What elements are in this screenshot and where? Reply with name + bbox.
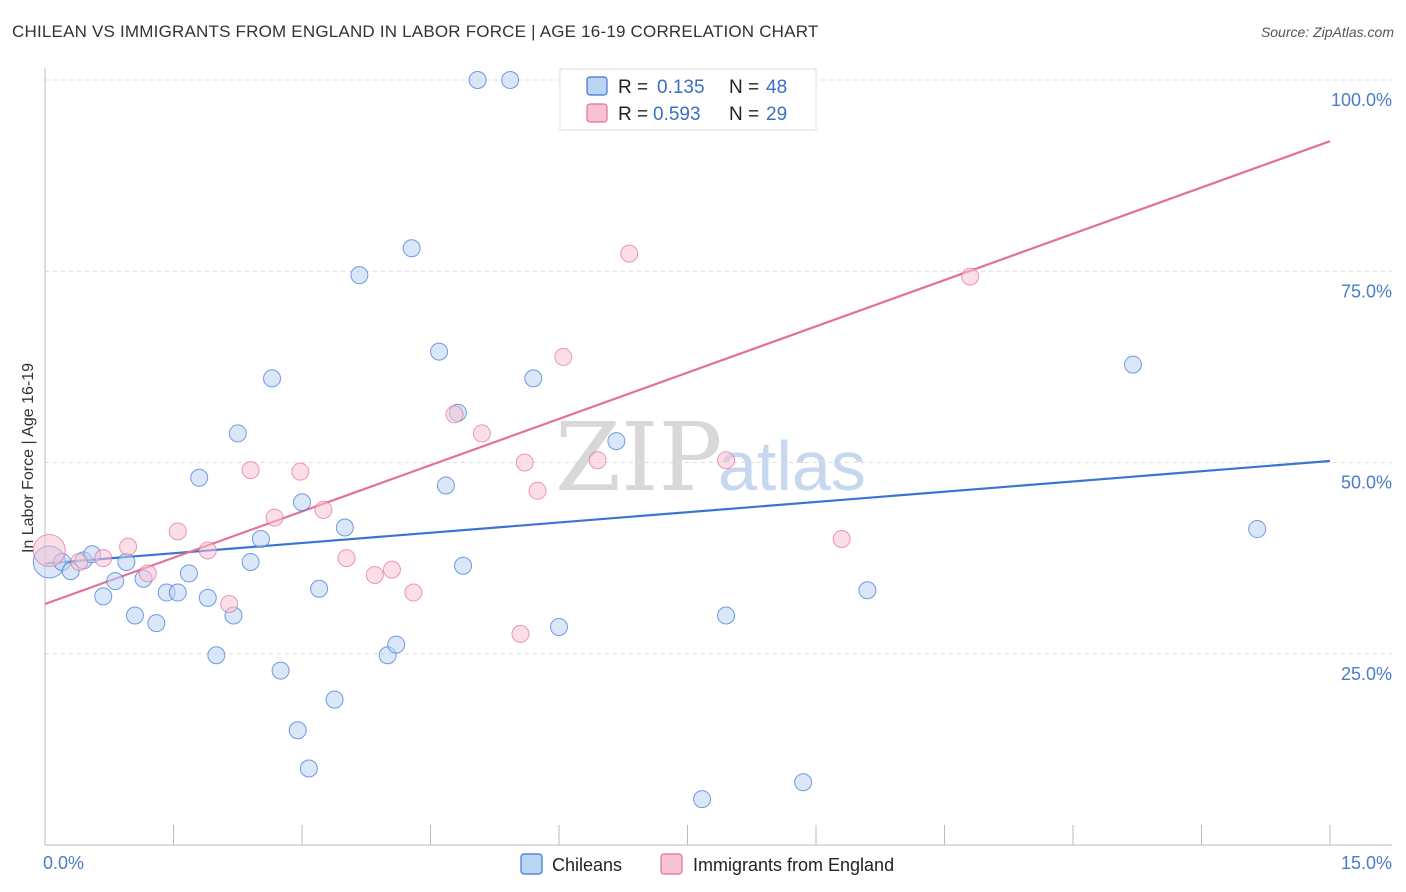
chilean-point (501, 71, 520, 89)
england-point (119, 537, 138, 556)
legend-n-value-2: 29 (766, 104, 787, 125)
chilean-point (402, 239, 421, 258)
england-point (515, 453, 534, 472)
legend-r-label-2: R = (618, 104, 648, 125)
chilean-point (1248, 520, 1267, 539)
legend-n-value-1: 48 (766, 77, 787, 98)
chilean-point (335, 518, 354, 537)
chilean-point (524, 369, 543, 388)
legend-label-chileans: Chileans (552, 855, 622, 875)
chilean-point (207, 646, 226, 665)
england-point (94, 549, 113, 568)
england-point (265, 508, 284, 527)
england-point (32, 533, 66, 567)
england-point (511, 624, 530, 643)
chilean-point (350, 266, 369, 285)
legend-swatch-england (586, 103, 608, 123)
legend-label-england: Immigrants from England (693, 855, 894, 875)
axes (44, 68, 1392, 846)
chilean-point (263, 369, 282, 388)
source-credit: Source: ZipAtlas.com (1260, 24, 1394, 40)
legend-swatch-chileans-bottom (520, 853, 543, 875)
chilean-point (436, 476, 455, 495)
england-point (528, 481, 547, 500)
england-point (445, 405, 464, 424)
england-point (620, 244, 639, 263)
legend-swatch-chileans (586, 76, 608, 96)
england-point (138, 564, 157, 583)
england-point (717, 451, 736, 470)
england-point (291, 462, 310, 481)
chilean-point (858, 581, 877, 600)
chilean-point (179, 564, 198, 583)
trend-lines (44, 140, 1331, 606)
chilean-point (293, 493, 311, 512)
england-point (198, 541, 217, 560)
chilean-point (117, 552, 136, 571)
chilean-point (717, 606, 736, 625)
x-tick-label: 15.0% (1341, 853, 1392, 873)
y-tick-label: 75.0% (1341, 281, 1392, 301)
tick-labels: 25.0% 50.0% 75.0% 100.0% 0.0% 15.0% (43, 90, 1392, 873)
england-point (314, 500, 333, 519)
chilean-point (190, 468, 209, 487)
england-point (168, 522, 187, 541)
legend-r-value-1: 0.135 (657, 77, 705, 98)
chart-title: CHILEAN VS IMMIGRANTS FROM ENGLAND IN LA… (12, 22, 819, 41)
chilean-point (454, 556, 473, 575)
england-point (220, 595, 239, 614)
legend-n-label-2: N = (729, 104, 759, 125)
series-legend: Chileans Immigrants from England (520, 853, 894, 875)
watermark-atlas: atlas (718, 427, 866, 505)
chilean-point (288, 721, 307, 740)
england-point (70, 552, 89, 571)
chilean-point (1123, 355, 1142, 374)
stats-legend: R = 0.135 N = 48 R = 0.593 N = 29 (559, 68, 817, 131)
chilean-point (794, 773, 813, 792)
chilean-point (607, 432, 626, 451)
england-point (404, 583, 423, 602)
chilean-point (299, 759, 318, 778)
chilean-point (387, 635, 406, 654)
england-point (337, 549, 356, 568)
england-point (588, 451, 607, 470)
chilean-point (310, 579, 329, 598)
chilean-point (550, 617, 568, 636)
legend-swatch-england-bottom (660, 853, 683, 875)
chilean-point (168, 583, 187, 602)
chilean-point (94, 587, 113, 606)
england-point (554, 347, 573, 366)
legend-n-label-1: N = (729, 77, 759, 98)
chilean-point (430, 342, 449, 361)
watermark-zip: ZIP (555, 403, 722, 513)
chilean-point (125, 606, 144, 625)
chilean-point (271, 661, 290, 680)
y-tick-label: 100.0% (1331, 90, 1392, 110)
y-tick-label: 50.0% (1341, 473, 1392, 493)
chilean-point (251, 530, 270, 548)
chilean-point (147, 614, 166, 633)
england-point (365, 565, 384, 584)
chilean-point (468, 71, 487, 89)
england-point (382, 560, 401, 579)
chilean-point (198, 588, 217, 607)
y-tick-label: 25.0% (1341, 664, 1392, 684)
chilean-point (106, 572, 125, 591)
chilean-point (241, 552, 260, 571)
legend-r-value-2: 0.593 (653, 104, 701, 125)
england-point (832, 530, 851, 548)
x-tick-label: 0.0% (43, 853, 84, 873)
chilean-point (228, 424, 247, 443)
england-point (472, 424, 491, 443)
england-point (241, 461, 260, 480)
chilean-point (325, 690, 344, 709)
england-trend-line (44, 140, 1331, 606)
data-points (32, 71, 1267, 809)
y-axis-title: In Labor Force | Age 16-19 (20, 363, 37, 553)
legend-r-label-1: R = (618, 77, 648, 98)
grid-lines (45, 79, 1392, 655)
chilean-point (693, 790, 712, 809)
england-point (961, 267, 980, 286)
